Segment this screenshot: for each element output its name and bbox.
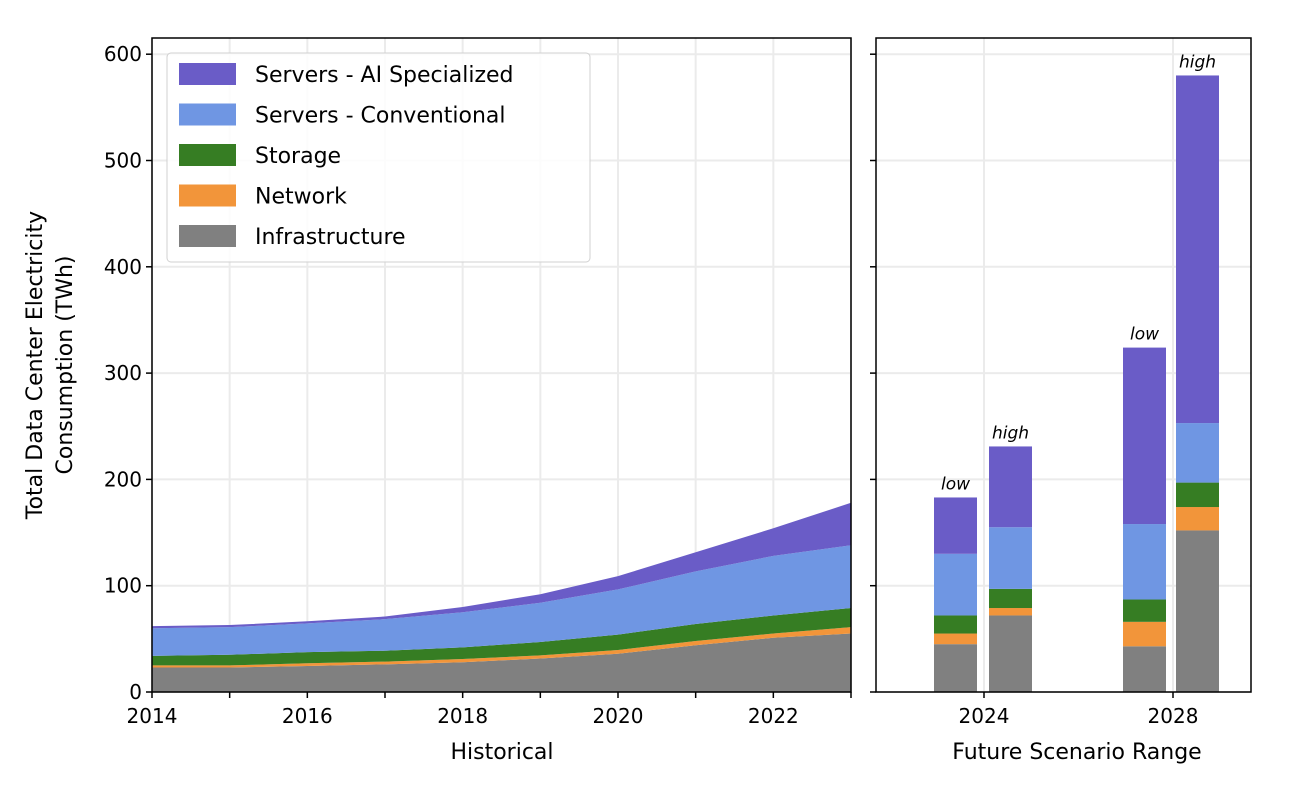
bar-segment-2024-high: [989, 615, 1032, 692]
right-axes-frame: [875, 37, 1252, 693]
right-axes: 2024 2028: [870, 37, 1252, 728]
bar-segment-2028-high: [1176, 482, 1219, 508]
area-infrastructure: [152, 633, 851, 692]
x-axis-label-future: Future Scenario Range: [952, 740, 1201, 765]
legend-box: [166, 52, 591, 263]
area-servers-ai-specialized: [152, 502, 851, 629]
y-tick-label: 300: [104, 361, 142, 385]
legend-label: Network: [255, 185, 347, 210]
y-tick-label: 600: [104, 42, 142, 66]
legend-swatch: [179, 184, 236, 207]
y-tick-label: 400: [104, 255, 142, 279]
bar-segment-2028-high: [1176, 423, 1219, 483]
bar-label-2024-low: low: [941, 474, 970, 494]
bar-segment-2028-high: [1176, 507, 1219, 531]
legend-swatch: [179, 144, 236, 166]
area-storage: [152, 608, 851, 666]
x-tick-label: 2018: [437, 704, 488, 728]
bar-segment-2028-high: [1176, 530, 1219, 692]
legend-swatch: [179, 103, 236, 126]
bar-segment-2024-high: [989, 527, 1032, 589]
x-axis-label-historical: Historical: [450, 740, 553, 765]
bar-segment-2024-low: [934, 553, 977, 616]
legend-swatch: [179, 225, 236, 247]
left-stacked-areas: [152, 502, 851, 692]
bar-segment-2028-low: [1123, 524, 1166, 600]
bar-segment-2024-low: [934, 633, 977, 645]
bar-segment-2024-high: [989, 608, 1032, 616]
x-tick-label: 2020: [593, 704, 644, 728]
legend-label: Storage: [255, 144, 341, 169]
left-axes-frame: [151, 37, 852, 693]
y-axis-label-line1: Total Data Center Electricity: [23, 211, 48, 520]
y-axis-label-line2: Consumption (TWh): [53, 255, 78, 474]
bar-segment-2028-low: [1123, 599, 1166, 622]
right-stacked-bars: low high low high: [934, 52, 1219, 692]
x-tick-label: 2022: [748, 704, 799, 728]
y-tick-label: 500: [104, 149, 142, 173]
y-tick-label: 0: [129, 680, 142, 704]
bar-segment-2024-low: [934, 497, 977, 554]
bar-segment-2024-high: [989, 588, 1032, 609]
x-tick-label: 2028: [1148, 704, 1199, 728]
bar-segment-2028-high: [1176, 75, 1219, 424]
bar-label-2028-low: low: [1130, 325, 1159, 345]
bar-segment-2028-low: [1123, 347, 1166, 525]
y-tick-label: 100: [104, 574, 142, 598]
legend-swatch: [179, 63, 236, 85]
bar-label-2024-high: high: [992, 423, 1029, 443]
legend-label: Servers - AI Specialized: [255, 63, 514, 88]
legend-label: Servers - Conventional: [255, 104, 506, 129]
bar-segment-2024-high: [989, 446, 1032, 528]
y-tick-label: 200: [104, 467, 142, 491]
left-axes: 0 100 200 300 400 500 600 2014 2016 2018 2020 2022: [104, 37, 852, 728]
area-network: [152, 627, 851, 668]
bar-segment-2028-low: [1123, 621, 1166, 647]
legend: Servers - AI Specialized Servers - Conven…: [166, 52, 591, 263]
bar-segment-2028-low: [1123, 646, 1166, 692]
bar-segment-2024-low: [934, 615, 977, 634]
bar-label-2028-high: high: [1179, 52, 1216, 72]
x-tick-label: 2024: [959, 704, 1010, 728]
x-tick-label: 2014: [127, 704, 178, 728]
area-servers-conventional: [152, 545, 851, 656]
x-tick-label: 2016: [282, 704, 333, 728]
bar-segment-2024-low: [934, 644, 977, 692]
legend-label: Infrastructure: [255, 225, 406, 250]
